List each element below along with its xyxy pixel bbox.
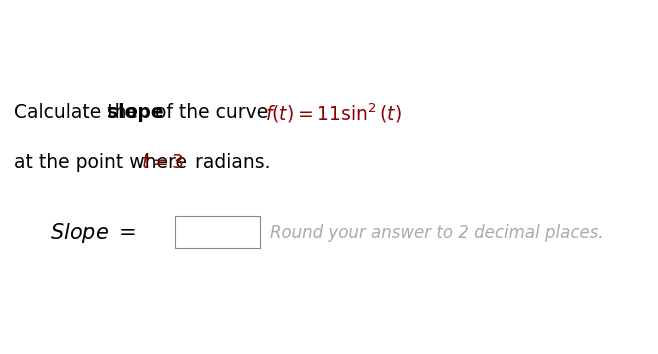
Text: $\mathit{Slope}\ =$: $\mathit{Slope}\ =$ xyxy=(50,221,136,245)
Text: radians.: radians. xyxy=(189,154,270,172)
Text: Round your answer to 2 decimal places.: Round your answer to 2 decimal places. xyxy=(270,224,603,242)
Text: Calculate the: Calculate the xyxy=(14,103,144,122)
Text: of the curve: of the curve xyxy=(149,103,280,122)
Text: slope: slope xyxy=(107,103,164,122)
FancyBboxPatch shape xyxy=(175,216,260,248)
Text: $f(t) = 11\sin^{2}(t)$: $f(t) = 11\sin^{2}(t)$ xyxy=(265,101,402,125)
Text: $t = 3$: $t = 3$ xyxy=(141,154,184,172)
Text: at the point where: at the point where xyxy=(14,154,193,172)
